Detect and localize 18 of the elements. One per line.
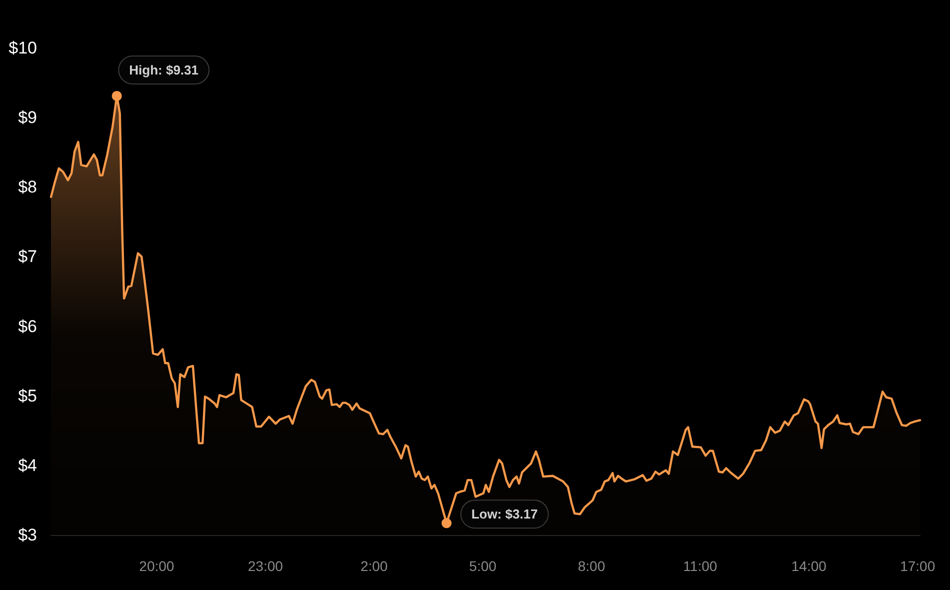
annotation: Low: $3.17	[471, 506, 538, 522]
x-tick-label: 8:00	[578, 558, 606, 574]
x-tick-label: 2:00	[360, 558, 388, 574]
y-tick-label: $8	[18, 178, 37, 197]
y-tick-label: $9	[18, 108, 37, 128]
y-tick-label: $3	[18, 526, 37, 544]
y-tick-label: $10	[8, 38, 37, 58]
x-tick-label: 5:00	[469, 558, 497, 574]
annotation: High: $9.31	[129, 62, 199, 78]
x-tick-label: 14:00	[791, 558, 827, 574]
y-tick-label: $7	[18, 247, 37, 266]
y-tick-label: $6	[18, 316, 37, 336]
y-tick-label: $5	[18, 386, 37, 406]
x-tick-label: 20:00	[139, 558, 174, 574]
y-tick-label: $4	[18, 456, 37, 475]
x-tick-label: 17:00	[900, 558, 936, 574]
x-tick-label: 11:00	[683, 558, 718, 574]
x-tick-label: 23:00	[248, 558, 284, 574]
